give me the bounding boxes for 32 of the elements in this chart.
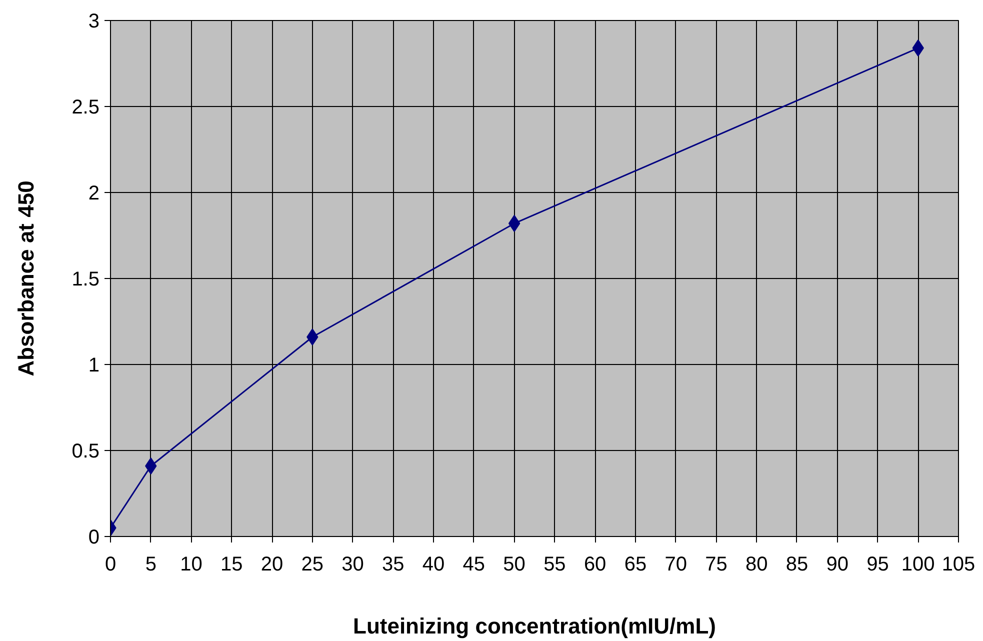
x-tick-label: 65 <box>624 554 647 576</box>
x-tick-label: 100 <box>901 554 935 576</box>
x-tick-label: 75 <box>705 554 728 576</box>
x-tick-label: 40 <box>422 554 445 576</box>
y-tick-label: 1 <box>88 354 100 376</box>
x-tick-label: 85 <box>786 554 808 576</box>
x-tick-label: 25 <box>301 554 324 576</box>
x-tick-label: 15 <box>220 554 243 576</box>
x-tick-label: 70 <box>664 554 687 576</box>
x-tick-label: 55 <box>544 554 566 576</box>
y-tick-label: 2.5 <box>72 96 100 118</box>
x-tick-label: 45 <box>462 554 486 576</box>
y-tick-label: 3 <box>88 10 100 32</box>
x-tick-label: 80 <box>745 554 768 576</box>
x-tick-label: 105 <box>942 554 976 576</box>
x-tick-label: 50 <box>503 554 526 576</box>
y-tick-label: 2 <box>88 182 100 204</box>
x-tick-label: 5 <box>145 554 156 576</box>
y-tick-label: 0.5 <box>72 440 100 462</box>
x-tick-label: 35 <box>382 554 404 576</box>
point <box>508 214 520 232</box>
x-tick-label: 95 <box>866 554 889 576</box>
y-axis-title: Absorbance at 450 <box>14 180 39 376</box>
x-tick-label: 60 <box>584 554 606 576</box>
x-tick-label: 20 <box>260 554 284 576</box>
x-tick-label: 30 <box>342 554 364 576</box>
x-tick-label: 0 <box>104 554 116 576</box>
x-tick-label: 10 <box>180 554 202 576</box>
y-tick-label: 0 <box>88 526 100 548</box>
y-tick-label: 1.5 <box>72 268 100 290</box>
x-tick-label: 90 <box>826 554 848 576</box>
x-axis-title: Luteinizing concentration(mIU/mL) <box>353 614 716 638</box>
